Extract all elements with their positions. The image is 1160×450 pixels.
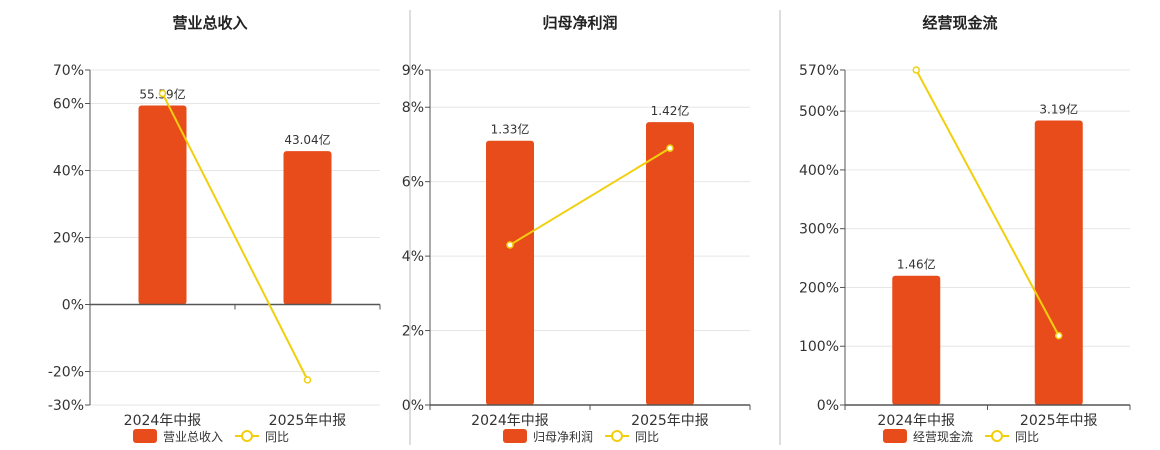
y-tick-label: 0% bbox=[402, 398, 424, 414]
yoy-point-2024年中报 bbox=[912, 66, 920, 74]
legend-line-label: 同比 bbox=[635, 430, 659, 444]
legend-line-marker bbox=[611, 430, 623, 442]
chart-panel-2: 归母净利润 9% 8% 6% 4% 2% 0% 1.33亿 1.42亿 2024年中报 2025年中… bbox=[402, 14, 751, 444]
legend-line-label: 同比 bbox=[265, 430, 289, 444]
yoy-line bbox=[509, 147, 671, 246]
y-tick-label: -30% bbox=[48, 398, 84, 414]
x-category-label: 2024年中报 bbox=[877, 413, 955, 429]
y-tick-label: 0% bbox=[817, 398, 839, 414]
y-tick-label: 500% bbox=[799, 104, 839, 120]
legend-bar-swatch bbox=[133, 429, 157, 443]
y-tick-label: 100% bbox=[799, 339, 839, 355]
legend-line-marker bbox=[991, 430, 1003, 442]
legend-bar-swatch bbox=[883, 429, 907, 443]
legend-bar-swatch bbox=[503, 429, 527, 443]
bar-data-label: 1.46亿 bbox=[897, 257, 936, 272]
y-tick-label: 8% bbox=[402, 100, 424, 116]
legend-line-marker bbox=[241, 430, 253, 442]
bar-2025年中报 bbox=[283, 151, 332, 305]
bar-data-label: 1.33亿 bbox=[491, 122, 530, 137]
chart-panel-3: 经营现金流 570% 500% 400% 300% 200% 100% 0% 1.46亿 3.19… bbox=[799, 14, 1131, 444]
bar-data-label: 3.19亿 bbox=[1039, 102, 1078, 117]
y-tick-label: 60% bbox=[53, 97, 84, 113]
y-tick-label: 200% bbox=[799, 280, 839, 296]
y-tick-label: 9% bbox=[402, 63, 424, 79]
bar-2024年中报 bbox=[486, 140, 534, 405]
legend-line-label: 同比 bbox=[1015, 430, 1039, 444]
legend-bar-label: 经营现金流 bbox=[913, 429, 973, 444]
y-tick-label: 4% bbox=[402, 249, 424, 265]
legend-bar-label: 归母净利润 bbox=[533, 430, 593, 444]
x-category-label: 2024年中报 bbox=[471, 413, 549, 429]
y-tick-label: 300% bbox=[799, 222, 839, 238]
yoy-line bbox=[915, 69, 1060, 337]
chart-title: 经营现金流 bbox=[922, 14, 997, 32]
bar-data-label: 1.42亿 bbox=[651, 103, 690, 118]
yoy-line bbox=[161, 92, 309, 381]
yoy-point-2025年中报 bbox=[1055, 331, 1063, 340]
bar-2025年中报 bbox=[646, 122, 694, 405]
y-tick-label: 6% bbox=[402, 175, 424, 191]
bar-2025年中报 bbox=[1034, 120, 1083, 406]
x-category-label: 2025年中报 bbox=[269, 413, 347, 429]
y-tick-label: 40% bbox=[53, 164, 84, 180]
yoy-point-2024年中报 bbox=[506, 241, 514, 249]
x-category-label: 2025年中报 bbox=[631, 413, 709, 429]
y-tick-label: 2% bbox=[402, 324, 424, 340]
y-tick-label: 400% bbox=[799, 163, 839, 179]
chart-panel-1: 营业总收入70%60%40%20%0%-20%-30%55.59亿43.04亿2… bbox=[48, 14, 381, 444]
y-tick-label: 570% bbox=[799, 63, 839, 79]
legend-bar-label: 营业总收入 bbox=[163, 430, 223, 444]
y-tick-label: -20% bbox=[48, 365, 84, 381]
yoy-point-2025年中报 bbox=[303, 376, 312, 384]
chart-title: 归母净利润 bbox=[542, 14, 617, 32]
bar-data-label: 43.04亿 bbox=[284, 132, 330, 147]
y-tick-label: 20% bbox=[53, 231, 84, 247]
yoy-point-2024年中报 bbox=[158, 89, 167, 98]
y-tick-label: 0% bbox=[62, 298, 84, 314]
yoy-point-2025年中报 bbox=[666, 144, 674, 152]
bar-2024年中报 bbox=[138, 105, 187, 305]
x-category-label: 2025年中报 bbox=[1020, 413, 1098, 429]
bar-2024年中报 bbox=[892, 275, 941, 405]
chart-title: 营业总收入 bbox=[172, 14, 247, 32]
y-tick-label: 70% bbox=[53, 63, 84, 79]
x-category-label: 2024年中报 bbox=[124, 413, 202, 429]
